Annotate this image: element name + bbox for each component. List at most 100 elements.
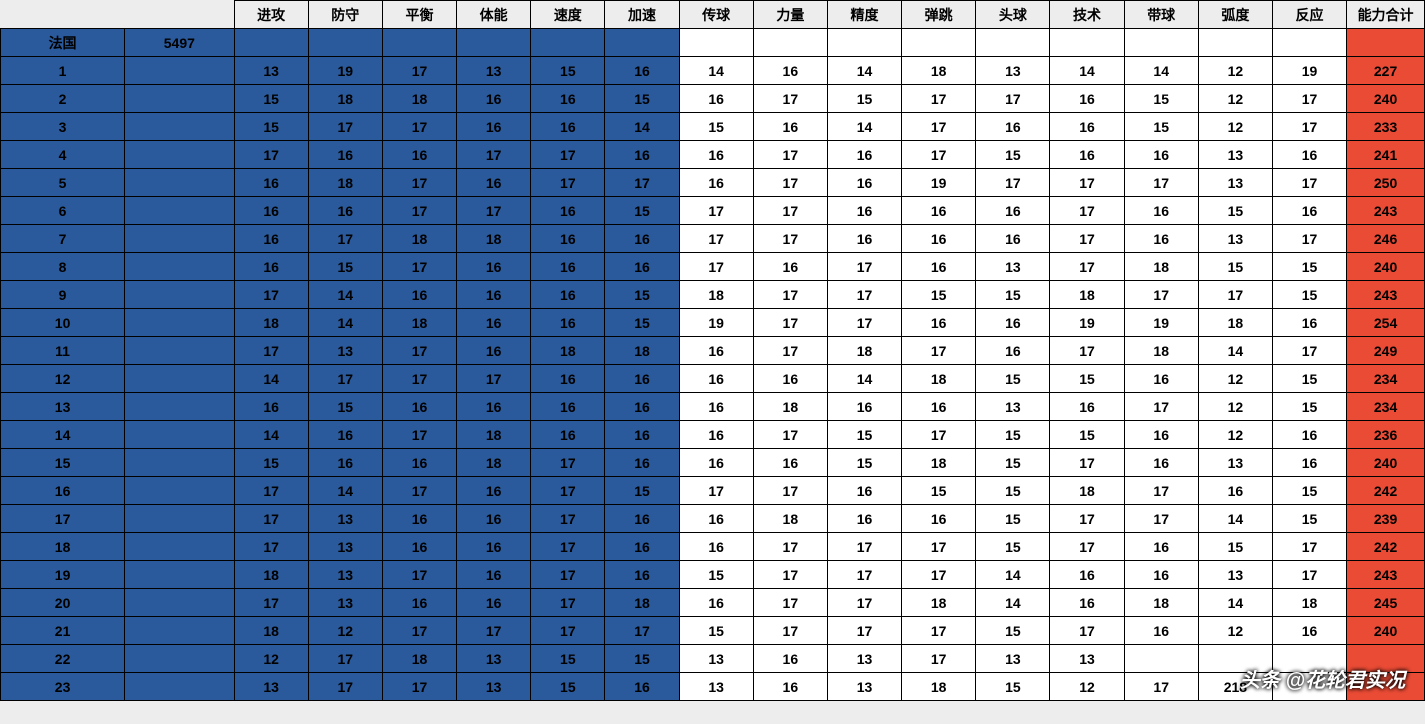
country-blank [902, 29, 976, 57]
row-stat: 18 [827, 337, 901, 365]
row-stat: 16 [605, 421, 679, 449]
row-stat: 16 [605, 141, 679, 169]
row-stat: 14 [1198, 505, 1272, 533]
row-stat: 17 [827, 533, 901, 561]
row-stat: 17 [1272, 225, 1346, 253]
country-name: 法国 [1, 29, 125, 57]
row-stat: 17 [234, 337, 308, 365]
row-stat [1272, 645, 1346, 673]
row-total: 233 [1347, 113, 1425, 141]
row-stat: 18 [531, 337, 605, 365]
row-stat: 17 [976, 169, 1050, 197]
row-stat: 15 [1272, 253, 1346, 281]
row-index: 21 [1, 617, 125, 645]
row-name [125, 421, 234, 449]
row-stat: 19 [1124, 309, 1198, 337]
row-total: 242 [1347, 533, 1425, 561]
header-stamina: 体能 [457, 1, 531, 29]
row-name [125, 281, 234, 309]
row-total: 240 [1347, 253, 1425, 281]
row-index: 6 [1, 197, 125, 225]
row-stat: 17 [1050, 505, 1124, 533]
row-stat: 14 [976, 561, 1050, 589]
country-blank [1198, 29, 1272, 57]
row-stat: 15 [679, 113, 753, 141]
row-stat: 13 [976, 645, 1050, 673]
row-stat: 17 [382, 421, 456, 449]
header-balance: 平衡 [382, 1, 456, 29]
row-total: 227 [1347, 57, 1425, 85]
row-stat: 17 [308, 225, 382, 253]
row-stat: 15 [976, 421, 1050, 449]
row-index: 20 [1, 589, 125, 617]
row-stat: 16 [902, 225, 976, 253]
row-index: 2 [1, 85, 125, 113]
table-row: 13161516161616161816161316171215234 [1, 393, 1425, 421]
row-stat: 16 [308, 197, 382, 225]
row-stat: 17 [1050, 337, 1124, 365]
row-stat: 17 [308, 673, 382, 701]
row-stat: 16 [1272, 141, 1346, 169]
row-stat: 17 [382, 337, 456, 365]
row-stat: 13 [1198, 141, 1272, 169]
row-stat: 15 [605, 197, 679, 225]
row-stat: 16 [382, 449, 456, 477]
row-name [125, 505, 234, 533]
row-stat: 16 [1124, 561, 1198, 589]
row-stat: 16 [1198, 477, 1272, 505]
row-stat: 17 [753, 561, 827, 589]
header-jump: 弹跳 [902, 1, 976, 29]
row-stat: 17 [902, 337, 976, 365]
row-stat: 16 [1272, 197, 1346, 225]
row-stat: 16 [457, 281, 531, 309]
row-stat: 16 [1272, 449, 1346, 477]
row-stat: 17 [382, 169, 456, 197]
row-stat: 17 [753, 225, 827, 253]
row-stat: 17 [234, 281, 308, 309]
row-stat: 18 [308, 169, 382, 197]
row-index: 8 [1, 253, 125, 281]
row-stat: 14 [605, 113, 679, 141]
row-stat: 15 [976, 141, 1050, 169]
header-blank [125, 1, 234, 29]
row-stat: 16 [902, 505, 976, 533]
row-stat: 16 [605, 505, 679, 533]
row-name [125, 393, 234, 421]
row-stat: 13 [1198, 169, 1272, 197]
row-stat: 18 [234, 561, 308, 589]
row-stat: 15 [605, 309, 679, 337]
row-index: 15 [1, 449, 125, 477]
row-stat: 16 [976, 113, 1050, 141]
row-stat: 17 [1272, 113, 1346, 141]
row-stat: 18 [1124, 337, 1198, 365]
row-stat: 14 [1198, 337, 1272, 365]
row-index: 3 [1, 113, 125, 141]
row-stat: 16 [753, 365, 827, 393]
row-stat: 16 [1050, 85, 1124, 113]
row-stat: 16 [753, 57, 827, 85]
row-stat: 16 [679, 365, 753, 393]
row-stat: 17 [753, 617, 827, 645]
row-stat: 15 [902, 477, 976, 505]
row-stat: 17 [679, 197, 753, 225]
row-total: 245 [1347, 589, 1425, 617]
row-stat [1272, 673, 1346, 701]
row-stat: 17 [382, 113, 456, 141]
row-total [1347, 645, 1425, 673]
header-blank [1, 1, 125, 29]
row-stat: 17 [753, 85, 827, 113]
row-stat: 17 [753, 309, 827, 337]
row-stat: 15 [976, 673, 1050, 701]
country-blank [1272, 29, 1346, 57]
row-stat: 12 [1198, 393, 1272, 421]
row-stat: 16 [976, 337, 1050, 365]
row-stat: 16 [1124, 197, 1198, 225]
row-name [125, 253, 234, 281]
header-defense: 防守 [308, 1, 382, 29]
row-stat: 16 [753, 449, 827, 477]
row-stat: 17 [234, 589, 308, 617]
row-stat: 17 [902, 85, 976, 113]
row-stat: 17 [902, 141, 976, 169]
row-stat: 16 [382, 141, 456, 169]
row-stat: 15 [605, 645, 679, 673]
